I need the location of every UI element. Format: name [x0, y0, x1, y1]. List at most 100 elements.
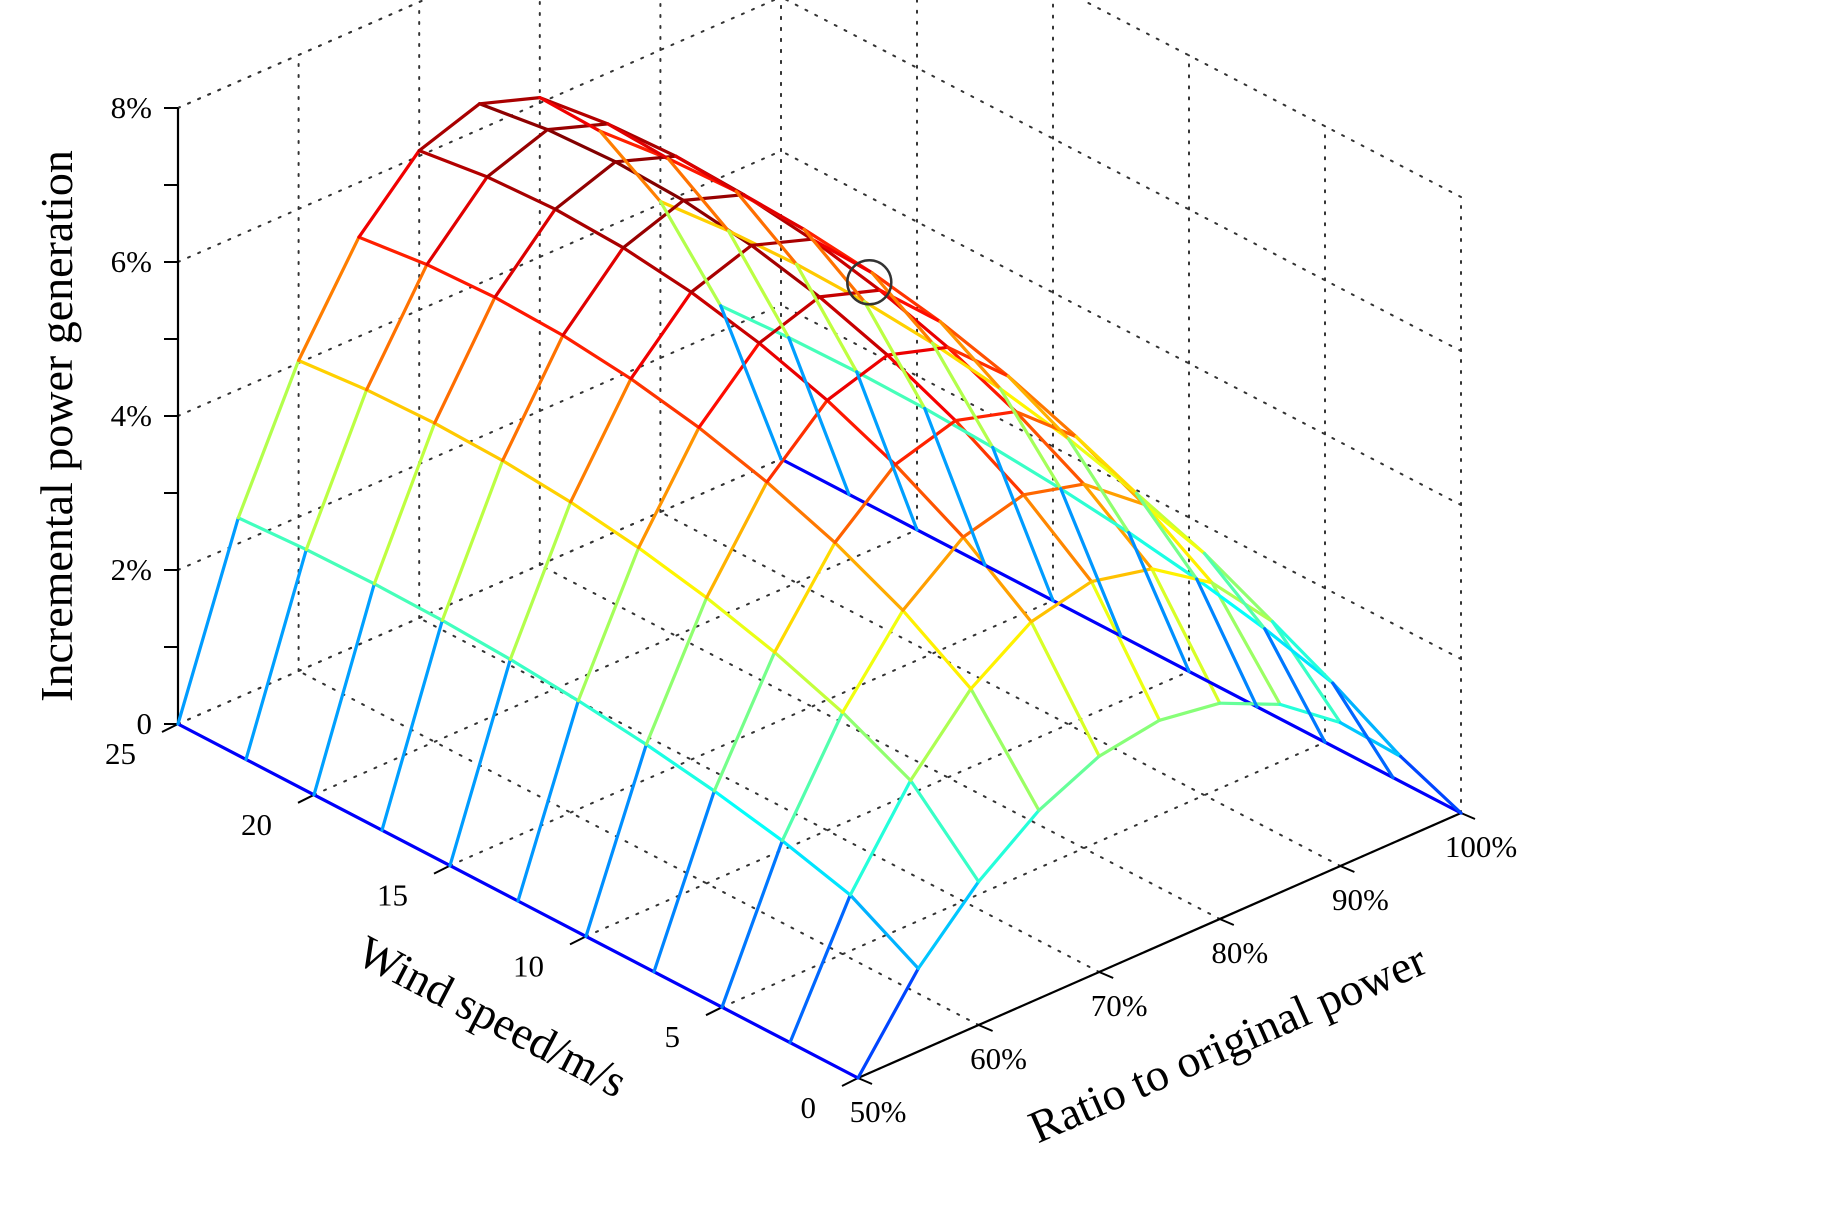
- surface-line: [946, 345, 1018, 414]
- wind-tick-label: 10: [513, 948, 544, 983]
- surface-line: [1331, 681, 1395, 780]
- surface-line: [417, 149, 489, 179]
- surface-line: [833, 540, 905, 613]
- grid-line: [177, 304, 782, 571]
- surface-line: [636, 426, 701, 550]
- surface-line: [765, 480, 837, 545]
- surface-line: [553, 160, 618, 211]
- ratio-tick-label: 50%: [850, 1094, 907, 1129]
- surface-line: [1270, 619, 1335, 685]
- surface-line: [425, 175, 489, 267]
- surface-line: [840, 710, 913, 783]
- surface-line: [885, 353, 958, 423]
- surface-line: [644, 742, 716, 793]
- surface-line: [916, 879, 981, 971]
- surface-line: [365, 263, 429, 392]
- surface-line: [1089, 579, 1162, 722]
- surface-line: [538, 95, 602, 133]
- surface-line: [493, 295, 565, 337]
- surface-line: [1210, 581, 1282, 707]
- increment-tick-label: 6%: [111, 244, 152, 279]
- surface-line: [1021, 493, 1094, 584]
- surface-mesh: [176, 95, 1463, 1080]
- surface-line: [938, 320, 1003, 391]
- surface-line: [976, 808, 1041, 884]
- wind-tick-mark: [433, 864, 451, 875]
- surface-line: [794, 262, 859, 374]
- surface-line: [862, 300, 935, 345]
- surface-line: [236, 358, 301, 520]
- surface-line: [1089, 567, 1154, 584]
- marker-layer: [846, 259, 893, 306]
- surface-line: [176, 722, 248, 762]
- wind-tick-mark: [297, 793, 315, 804]
- surface-line: [908, 687, 973, 783]
- surface-line: [1014, 410, 1086, 486]
- surface-line: [969, 687, 1041, 813]
- surface-line: [433, 421, 505, 463]
- grid-line: [585, 670, 1190, 938]
- ratio-tick-label: 90%: [1332, 882, 1389, 917]
- wind-tick-mark: [569, 935, 587, 946]
- ratio-tick-label: 80%: [1211, 935, 1268, 970]
- wind-tick-label: 0: [801, 1090, 817, 1125]
- wind-tick-label: 15: [377, 878, 408, 913]
- surface-line: [840, 608, 905, 715]
- surface-line: [1391, 775, 1463, 815]
- surface-line: [658, 199, 731, 233]
- surface-line: [244, 547, 308, 762]
- surface-line: [1263, 627, 1327, 744]
- surface-line: [508, 657, 580, 703]
- grid-line: [780, 304, 1462, 660]
- surface-line: [923, 406, 987, 567]
- surface-line: [870, 271, 935, 345]
- surface-line: [930, 341, 1003, 391]
- surface-line: [749, 237, 814, 247]
- surface-line: [1082, 482, 1146, 506]
- surface-line: [1399, 754, 1463, 815]
- surface-line: [757, 295, 822, 345]
- surface-line: [885, 345, 950, 357]
- surface-line: [961, 535, 1033, 624]
- wind-speed-axis-title: Wind speed/m/s: [349, 926, 635, 1108]
- grid-line: [784, 0, 1462, 352]
- surface-line: [1323, 740, 1395, 780]
- surface-line: [372, 582, 444, 623]
- surface-line: [501, 333, 565, 463]
- surface-line: [930, 341, 995, 449]
- surface-line: [516, 899, 588, 939]
- surface-line: [1021, 482, 1086, 497]
- surface-line: [787, 336, 851, 496]
- surface-line: [726, 229, 791, 340]
- surface-line: [508, 500, 573, 662]
- surface-line: [613, 160, 686, 202]
- wind-tick-label: 25: [105, 736, 136, 771]
- surface-line: [726, 229, 799, 266]
- surface-line: [855, 370, 927, 410]
- surface-line: [485, 128, 550, 179]
- surface-line: [598, 129, 663, 204]
- surface-line: [697, 426, 769, 484]
- surface-line: [855, 370, 919, 532]
- surface-line: [629, 290, 693, 381]
- surface-line: [236, 516, 308, 552]
- surface-line: [908, 778, 981, 884]
- surface-line: [621, 198, 686, 250]
- surface-line: [1029, 579, 1094, 624]
- surface-line: [576, 546, 641, 703]
- surface-line: [953, 410, 1018, 423]
- surface-line: [568, 500, 641, 550]
- surface-line: [787, 336, 859, 374]
- surface-line: [1006, 374, 1071, 441]
- surface-line: [477, 102, 550, 132]
- surface-line: [780, 710, 845, 843]
- surface-line: [681, 193, 746, 202]
- surface-line: [297, 235, 361, 363]
- surface-line: [901, 608, 973, 691]
- surface-line: [810, 237, 882, 292]
- surface-line: [720, 839, 784, 1009]
- surface-line: [856, 966, 920, 1080]
- surface-line: [991, 445, 1055, 603]
- surface-line: [380, 828, 452, 868]
